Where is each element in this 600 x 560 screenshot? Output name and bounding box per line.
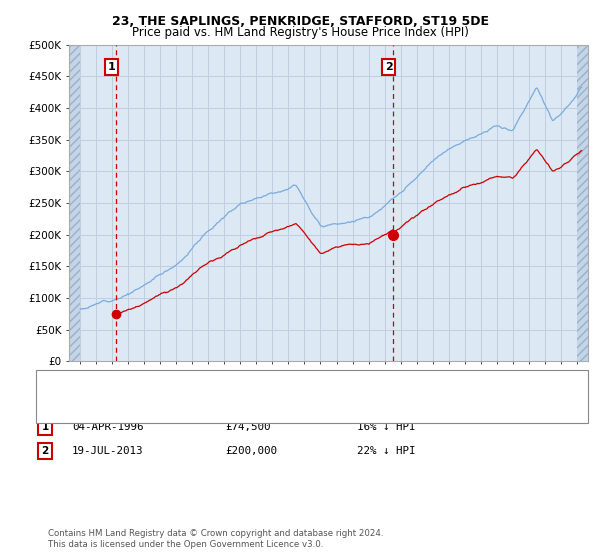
Text: 22% ↓ HPI: 22% ↓ HPI	[357, 446, 415, 456]
Text: 1: 1	[41, 422, 49, 432]
Text: 1: 1	[107, 62, 115, 72]
Text: HPI: Average price, detached house, South Staffordshire: HPI: Average price, detached house, Sout…	[90, 401, 371, 411]
Bar	[69, 45, 80, 361]
Text: 16% ↓ HPI: 16% ↓ HPI	[357, 422, 415, 432]
Text: 2: 2	[41, 446, 49, 456]
Text: Contains HM Land Registry data © Crown copyright and database right 2024.
This d: Contains HM Land Registry data © Crown c…	[48, 529, 383, 549]
Text: 19-JUL-2013: 19-JUL-2013	[72, 446, 143, 456]
Text: 2: 2	[385, 62, 392, 72]
Text: 23, THE SAPLINGS, PENKRIDGE, STAFFORD, ST19 5DE (detached house): 23, THE SAPLINGS, PENKRIDGE, STAFFORD, S…	[90, 381, 449, 391]
Text: £74,500: £74,500	[225, 422, 271, 432]
Text: 04-APR-1996: 04-APR-1996	[72, 422, 143, 432]
Text: £200,000: £200,000	[225, 446, 277, 456]
Text: Price paid vs. HM Land Registry's House Price Index (HPI): Price paid vs. HM Land Registry's House …	[131, 26, 469, 39]
Bar	[577, 45, 590, 361]
Text: 23, THE SAPLINGS, PENKRIDGE, STAFFORD, ST19 5DE: 23, THE SAPLINGS, PENKRIDGE, STAFFORD, S…	[112, 15, 488, 28]
